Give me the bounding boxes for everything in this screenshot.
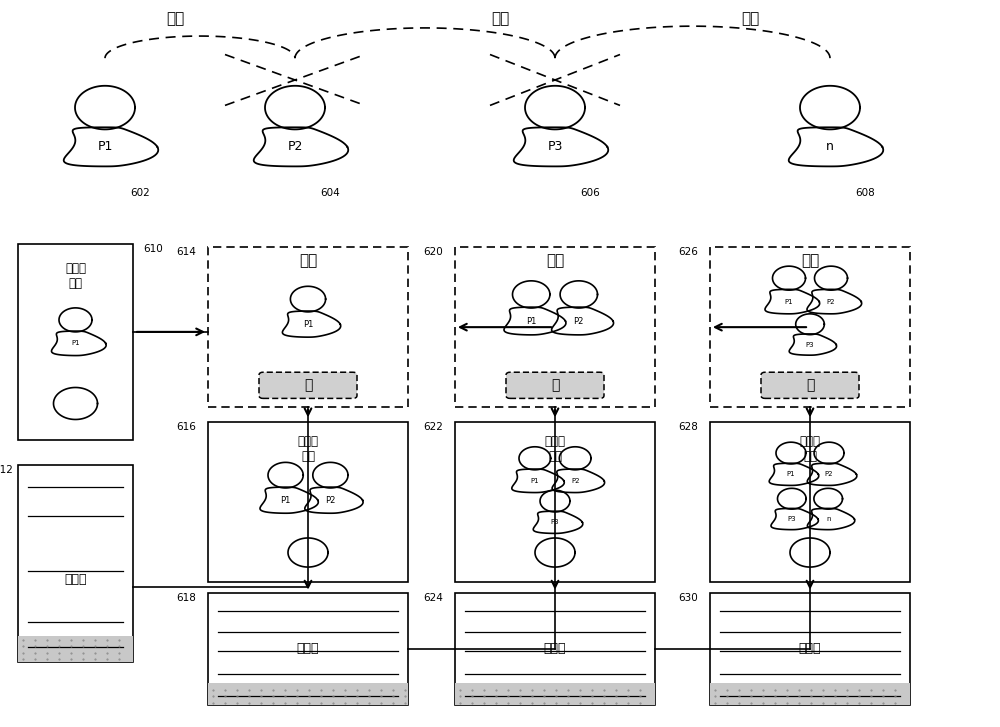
- Bar: [455, 247, 655, 407]
- Bar: [208, 422, 408, 582]
- FancyBboxPatch shape: [506, 372, 604, 398]
- Text: n: n: [826, 140, 834, 153]
- Text: 朋友: 朋友: [166, 11, 184, 25]
- Text: 620: 620: [423, 247, 443, 257]
- Text: 朋友: 朋友: [741, 11, 759, 25]
- Text: 发送到: 发送到: [799, 643, 821, 655]
- Bar: [710, 422, 910, 582]
- Text: 602: 602: [130, 188, 150, 198]
- Text: P1: P1: [71, 340, 80, 346]
- Text: P2: P2: [825, 471, 833, 478]
- Text: 624: 624: [423, 593, 443, 603]
- Bar: [455, 683, 655, 705]
- Text: P3: P3: [547, 140, 563, 153]
- Text: 玩: 玩: [304, 378, 312, 393]
- Bar: [18, 244, 133, 440]
- Text: 630: 630: [678, 593, 698, 603]
- Text: P2: P2: [325, 496, 336, 505]
- Text: P2: P2: [827, 299, 835, 305]
- Bar: [710, 593, 910, 705]
- Text: P1: P1: [526, 316, 536, 326]
- FancyBboxPatch shape: [259, 372, 357, 398]
- Text: P1: P1: [97, 140, 113, 153]
- Text: P1: P1: [303, 320, 313, 329]
- Bar: [208, 683, 408, 705]
- Bar: [710, 247, 910, 407]
- Text: 交互式
消息: 交互式 消息: [298, 435, 318, 463]
- Text: P1: P1: [785, 299, 793, 305]
- Text: 618: 618: [176, 593, 196, 603]
- Text: P3: P3: [551, 519, 559, 526]
- Text: P2: P2: [574, 316, 584, 326]
- Text: P1: P1: [280, 496, 291, 505]
- Bar: [208, 247, 408, 407]
- Text: 626: 626: [678, 247, 698, 257]
- Text: P2: P2: [571, 478, 579, 483]
- Bar: [710, 683, 910, 705]
- Text: 邀请: 邀请: [801, 253, 819, 268]
- Text: 614: 614: [176, 247, 196, 257]
- Text: 发送到: 发送到: [64, 573, 87, 586]
- Text: 交互式
消息: 交互式 消息: [799, 435, 820, 463]
- Text: 622: 622: [423, 422, 443, 432]
- Text: 邀请: 邀请: [546, 253, 564, 268]
- Text: 交互式
消息: 交互式 消息: [544, 435, 566, 463]
- Bar: [455, 422, 655, 582]
- Text: P3: P3: [806, 342, 814, 348]
- Text: 发送到: 发送到: [297, 643, 319, 655]
- Text: 616: 616: [176, 422, 196, 432]
- Text: 606: 606: [580, 188, 600, 198]
- Text: P1: P1: [531, 478, 539, 483]
- Bar: [455, 593, 655, 705]
- Text: 朋友: 朋友: [491, 11, 509, 25]
- Bar: [18, 465, 133, 662]
- Text: n: n: [826, 516, 830, 522]
- Text: P3: P3: [787, 516, 796, 522]
- Text: 628: 628: [678, 422, 698, 432]
- Text: 邀请: 邀请: [299, 253, 317, 268]
- Text: 610: 610: [143, 244, 163, 254]
- Text: 608: 608: [855, 188, 875, 198]
- Text: 玩: 玩: [551, 378, 559, 393]
- Bar: [208, 593, 408, 705]
- Text: 604: 604: [320, 188, 340, 198]
- Text: P2: P2: [287, 140, 303, 153]
- Text: 612: 612: [0, 465, 13, 475]
- Text: 玩: 玩: [806, 378, 814, 393]
- Bar: [18, 636, 133, 662]
- FancyBboxPatch shape: [761, 372, 859, 398]
- Text: 交互式
消息: 交互式 消息: [65, 262, 86, 290]
- Text: P1: P1: [787, 471, 795, 478]
- Text: 发送到: 发送到: [544, 643, 566, 655]
